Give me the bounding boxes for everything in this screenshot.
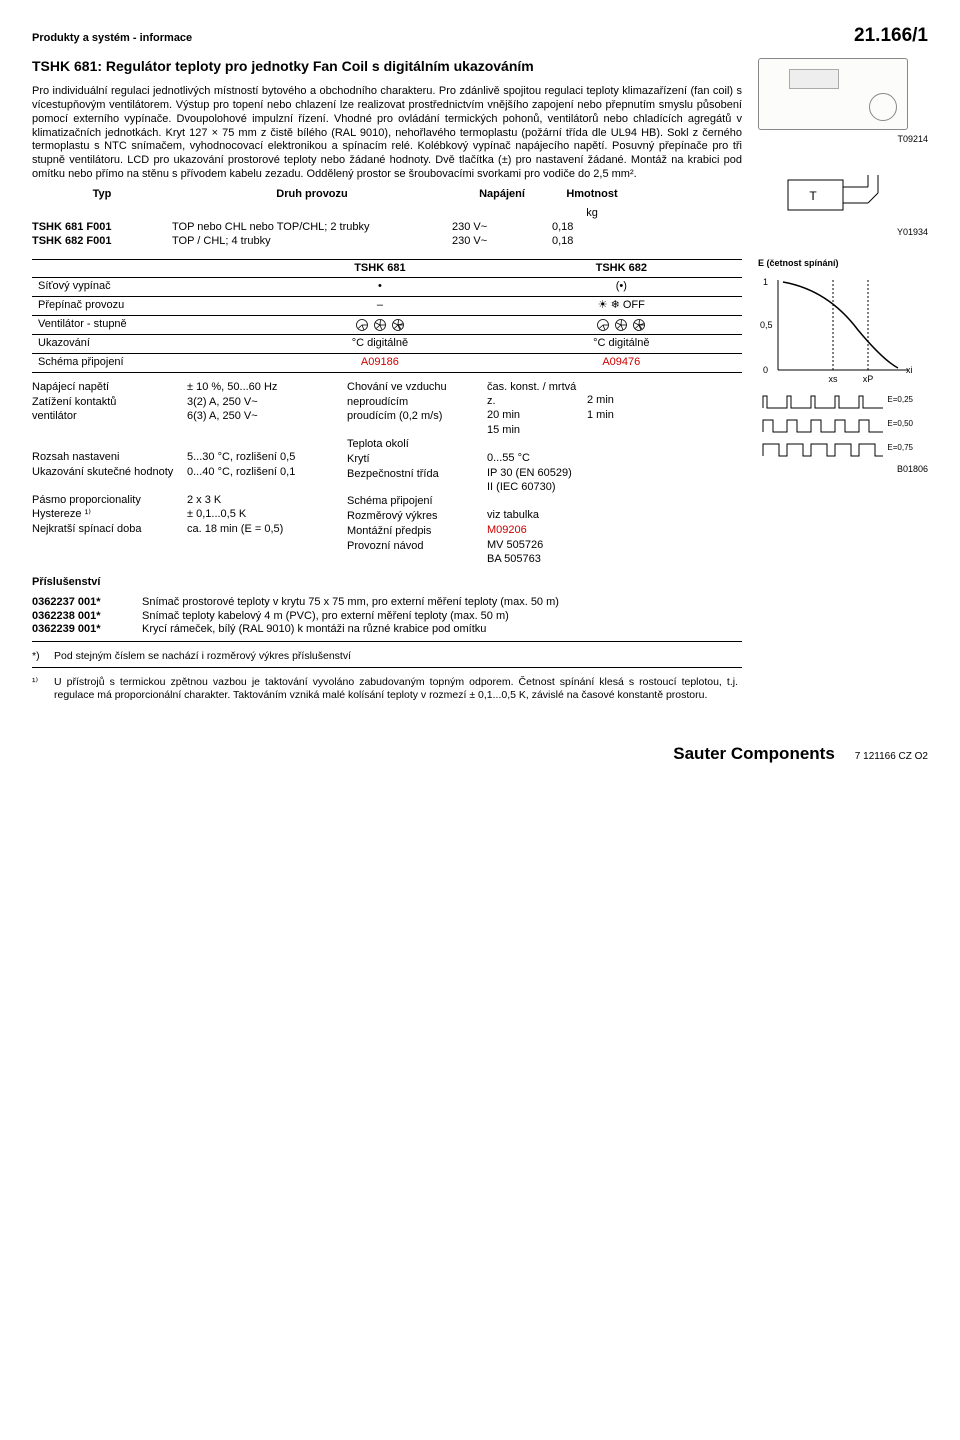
feature-row: Přepínač provozu–☀ ❄ OFF xyxy=(32,297,742,316)
footer-code: 7 121166 CZ O2 xyxy=(855,751,928,764)
svg-text:xi: xi xyxy=(906,365,913,375)
svg-text:0,5: 0,5 xyxy=(760,320,773,330)
spec-grid: Napájecí napětíZatížení kontaktů ventilá… xyxy=(32,381,742,568)
description: Pro individuální regulaci jednotlivých m… xyxy=(32,85,742,181)
device-illustration xyxy=(758,58,908,130)
accessory-row: 0362239 001*Krycí rámeček, bílý (RAL 901… xyxy=(32,623,742,637)
frequency-chart: 1 0,5 0 xs xP xi xyxy=(758,270,918,390)
header-right: 21.166/1 xyxy=(854,24,928,48)
product-row: TSHK 682 F001TOP / CHL; 4 trubky230 V~0,… xyxy=(32,235,742,249)
page-title: TSHK 681: Regulátor teploty pro jednotky… xyxy=(32,58,742,76)
accessory-row: 0362238 001*Snímač teploty kabelový 4 m … xyxy=(32,610,742,624)
feature-row: Ventilátor - stupně xyxy=(32,315,742,335)
accessories-list: 0362237 001*Snímač prostorové teploty v … xyxy=(32,596,742,637)
footer-brand: Sauter Components xyxy=(673,743,835,764)
symbol-diagram: T xyxy=(758,165,908,225)
svg-text:T: T xyxy=(809,189,817,203)
footnotes: *)Pod stejným číslem se nachází i rozměr… xyxy=(32,650,742,702)
product-row: TSHK 681 F001TOP nebo CHL nebo TOP/CHL; … xyxy=(32,221,742,235)
feature-row: Ukazování°C digitálně°C digitálně xyxy=(32,335,742,354)
feature-row: Schéma připojeníA09186A09476 xyxy=(32,354,742,373)
accessories-title: Příslušenství xyxy=(32,576,742,590)
svg-text:E=0,25: E=0,25 xyxy=(887,395,913,404)
svg-text:0: 0 xyxy=(763,365,768,375)
chart-code: B01806 xyxy=(758,464,928,475)
pulse-diagrams: E=0,25 E=0,50 E=0,75 xyxy=(758,390,928,462)
col-typ: Typ xyxy=(32,188,172,202)
accessory-row: 0362237 001*Snímač prostorové teploty v … xyxy=(32,596,742,610)
svg-text:xP: xP xyxy=(863,374,874,384)
col-weight: Hmotnost xyxy=(552,188,632,202)
chart-title: E (četnost spínání) xyxy=(758,258,928,269)
header-left: Produkty a systém - informace xyxy=(32,32,192,46)
svg-text:1: 1 xyxy=(763,277,768,287)
device-img-code: T09214 xyxy=(758,134,928,145)
col-power: Napájení xyxy=(452,188,552,202)
feature-table: TSHK 681 TSHK 682 Síťový vypínač•(•)Přep… xyxy=(32,259,742,373)
svg-text:xs: xs xyxy=(829,374,839,384)
symbol-code: Y01934 xyxy=(758,227,928,238)
col-mode: Druh provozu xyxy=(172,188,452,202)
svg-text:E=0,75: E=0,75 xyxy=(887,443,913,452)
feature-row: Síťový vypínač•(•) xyxy=(32,278,742,297)
col-weight-unit: kg xyxy=(552,207,632,221)
svg-text:E=0,50: E=0,50 xyxy=(887,419,913,428)
